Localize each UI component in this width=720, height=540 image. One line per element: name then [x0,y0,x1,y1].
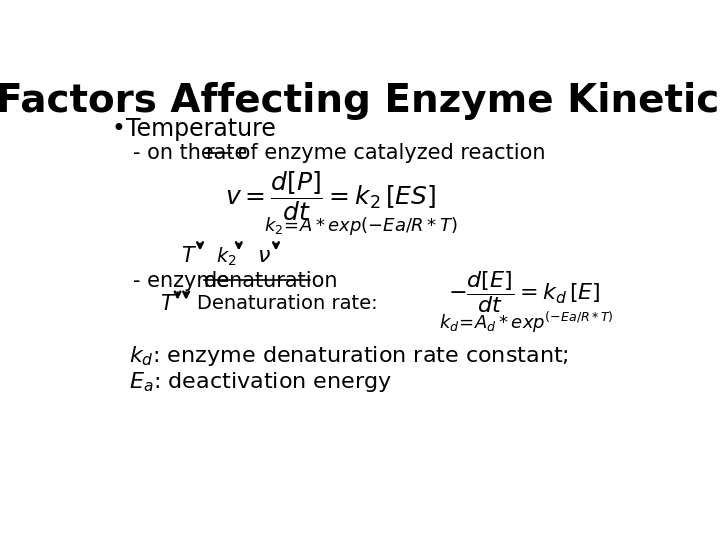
Text: of enzyme catalyzed reaction: of enzyme catalyzed reaction [231,143,546,163]
Text: $v = \dfrac{d[P]}{dt} = k_2\,[ES]$: $v = \dfrac{d[P]}{dt} = k_2\,[ES]$ [225,168,436,222]
Text: Denaturation rate:: Denaturation rate: [197,294,377,313]
Text: $k_d$: enzyme denaturation rate constant;: $k_d$: enzyme denaturation rate constant… [129,343,569,368]
Text: - on the: - on the [132,143,220,163]
Text: $T$: $T$ [160,294,176,314]
Text: Temperature: Temperature [126,117,276,141]
Text: Factors Affecting Enzyme Kinetics: Factors Affecting Enzyme Kinetics [0,82,720,120]
Text: $k_d\!=\!A_d*exp^{(-Ea/R*T)}$: $k_d\!=\!A_d*exp^{(-Ea/R*T)}$ [438,309,613,335]
Text: $k_2$: $k_2$ [215,246,236,268]
Text: - enzyme: - enzyme [132,271,235,291]
Text: $k_2\!=\!A*exp(-Ea/R*T)$: $k_2\!=\!A*exp(-Ea/R*T)$ [264,215,458,237]
Text: denaturation: denaturation [204,271,338,291]
Text: $-\dfrac{d[E]}{dt} = k_d\,[E]$: $-\dfrac{d[E]}{dt} = k_d\,[E]$ [448,269,600,315]
Text: •: • [112,117,125,141]
Text: $\nu$: $\nu$ [256,246,271,266]
Text: rate: rate [204,143,247,163]
Text: $E_a$: deactivation energy: $E_a$: deactivation energy [129,370,392,395]
Text: $T$: $T$ [181,246,197,266]
